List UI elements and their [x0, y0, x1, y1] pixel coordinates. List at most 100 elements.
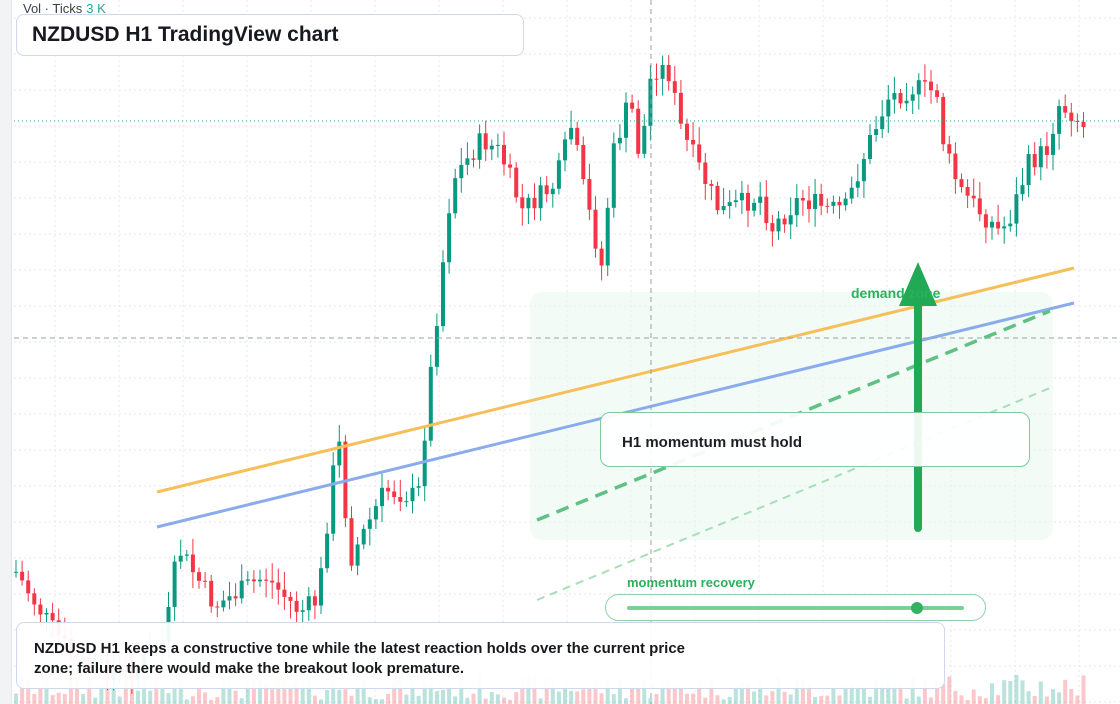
candle-body	[471, 158, 476, 160]
volume-bar	[14, 693, 18, 704]
candle-body	[288, 596, 293, 601]
candle-body	[593, 209, 598, 249]
volume-bar	[935, 678, 940, 704]
candle-body	[672, 81, 677, 93]
candle-body	[270, 580, 275, 583]
volume-bar	[703, 697, 708, 704]
candle-body	[556, 160, 561, 189]
candle-body	[922, 80, 927, 82]
volume-bar	[843, 684, 848, 704]
volume-bar	[331, 680, 336, 704]
volume-bar	[544, 675, 549, 704]
volume-bar	[489, 691, 494, 704]
volume-bar	[270, 689, 275, 704]
volume-bar	[75, 675, 79, 704]
volume-bar	[727, 696, 732, 704]
volume-bar	[959, 695, 964, 704]
candle-body	[648, 78, 653, 126]
volume-bar	[947, 676, 952, 704]
volume-bar	[532, 676, 537, 704]
volume-bar	[276, 676, 281, 704]
volume-bar	[837, 695, 842, 704]
candle-body	[355, 544, 360, 566]
volume-bar	[990, 683, 994, 704]
candle-body	[764, 196, 769, 224]
candle-body	[880, 116, 885, 130]
candle-body	[1063, 106, 1068, 113]
candle-body	[300, 610, 305, 612]
volume-bar	[300, 681, 305, 704]
volume-bar	[813, 697, 818, 704]
candle-body	[20, 571, 25, 581]
candle-body	[691, 139, 696, 145]
candle-body	[520, 197, 525, 209]
candle-body	[428, 366, 433, 441]
volume-bar	[367, 697, 372, 704]
candle-body	[282, 589, 287, 597]
volume-bar	[172, 681, 177, 704]
volume-bar	[87, 683, 92, 704]
volume-bar	[160, 687, 165, 704]
volume-bar	[697, 681, 702, 704]
volume-bar	[386, 693, 391, 704]
candle-body	[654, 78, 659, 80]
volume-bar	[624, 698, 628, 704]
volume-bar	[306, 674, 311, 704]
volume-bar	[1002, 680, 1007, 704]
candle-body	[483, 133, 488, 150]
volume-bar	[26, 679, 31, 704]
candle-body	[1020, 185, 1025, 195]
candle-body	[910, 94, 915, 101]
volume-bar	[1038, 681, 1043, 704]
candle-body	[624, 102, 628, 138]
up-arrow-icon	[899, 262, 937, 306]
volume-bar	[99, 683, 104, 704]
volume-bar	[922, 679, 927, 704]
volume-bar	[154, 674, 159, 704]
volume-legend[interactable]: Vol · Ticks 3 K	[23, 1, 106, 16]
candle-body	[697, 144, 702, 163]
volume-bar	[258, 676, 262, 704]
volume-bar	[136, 690, 140, 704]
volume-bar	[380, 699, 384, 704]
volume-bar	[319, 699, 323, 704]
candle-body	[514, 167, 519, 198]
candle-body	[642, 125, 647, 154]
momentum-slider-thumb[interactable]	[911, 602, 923, 614]
candle-body	[337, 441, 342, 466]
candle-body	[666, 64, 671, 82]
volume-bar	[782, 691, 787, 704]
volume-bar	[44, 674, 49, 704]
volume-bar	[630, 688, 635, 704]
candle-body	[709, 183, 714, 186]
volume-bar	[965, 699, 970, 704]
candle-body	[837, 201, 842, 206]
volume-bar	[105, 687, 110, 704]
momentum-slider-track[interactable]	[627, 606, 964, 610]
volume-bar	[971, 689, 976, 704]
volume-bar	[251, 676, 256, 704]
candle-body	[855, 181, 860, 188]
volume-bar	[410, 674, 415, 704]
candle-body	[306, 596, 311, 611]
volume-bar	[32, 693, 37, 704]
candle-body	[508, 164, 513, 168]
volume-bar	[477, 674, 482, 704]
momentum-slider[interactable]	[605, 594, 986, 621]
volume-bar	[142, 680, 147, 704]
volume-bar	[184, 699, 189, 704]
candlesticks	[14, 55, 1086, 694]
volume-bar	[428, 681, 433, 704]
candle-body	[380, 487, 384, 507]
price-scale-strip[interactable]	[0, 0, 12, 704]
volume-bar	[746, 682, 750, 704]
candle-body	[489, 145, 494, 150]
candle-body	[538, 185, 543, 209]
candle-body	[550, 188, 555, 195]
volume-legend-value: 3 K	[86, 1, 106, 16]
candle-body	[941, 96, 946, 145]
volume-bar	[288, 685, 293, 704]
volume-bar	[459, 675, 464, 704]
candle-body	[441, 262, 445, 327]
candle-body	[935, 90, 940, 97]
